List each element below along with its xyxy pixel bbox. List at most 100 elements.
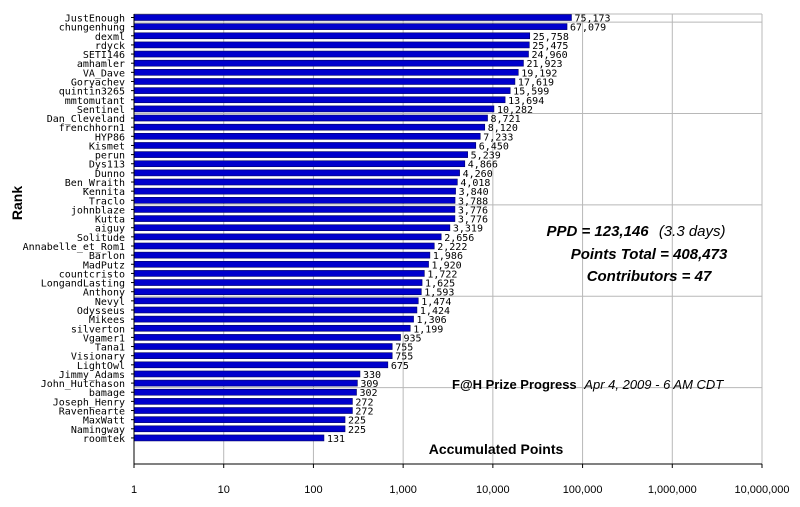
value-label: 225 [348, 425, 366, 436]
category-label: dexml [95, 32, 125, 43]
x-axis-ticks: 1 10 100 1,000 10,000 100,000 1,000,000 10,000,… [131, 464, 790, 496]
category-label: Ravenhearte [59, 407, 125, 418]
category-label: Traclo [89, 196, 125, 207]
value-label: 13,694 [508, 96, 544, 107]
bar [133, 14, 572, 21]
value-label: 225 [348, 416, 366, 427]
value-label: 2,222 [437, 242, 467, 253]
bar [133, 123, 486, 131]
category-label: LightOwl [77, 361, 125, 372]
bar [133, 215, 456, 222]
value-labels: 75,17367,07925,75825,47524,96021,92319,1… [327, 14, 611, 445]
bar [133, 324, 411, 332]
category-label: quintin3265 [59, 87, 125, 98]
bar [133, 279, 423, 286]
category-label: Annabelle_et_Rom1 [23, 242, 125, 253]
category-label: perun [95, 151, 125, 162]
category-label: rdyck [95, 41, 125, 52]
bar [133, 78, 516, 85]
value-label: 24,960 [531, 50, 567, 61]
bar [133, 388, 357, 396]
category-label: Kutta [95, 215, 125, 226]
value-label: 25,475 [532, 41, 568, 52]
bar [133, 142, 477, 149]
category-label: countcristo [59, 269, 125, 280]
category-label: VA_Dave [83, 68, 125, 79]
ppd-label: PPD = 123,146 [546, 223, 649, 240]
category-label: John_Hutchason [41, 379, 125, 390]
category-label: amhamler [77, 59, 125, 70]
progress-date: Apr 4, 2009 - 6 AM CDT [583, 377, 724, 392]
bar [133, 87, 511, 94]
category-label: Visionary [71, 352, 125, 363]
bar [133, 434, 325, 442]
progress-title: F@H Prize Progress [452, 377, 577, 392]
bar [133, 105, 495, 113]
value-label: 3,319 [453, 224, 483, 235]
value-label: 21,923 [526, 59, 562, 70]
category-label: HYP86 [95, 132, 125, 143]
category-label: Kennita [83, 187, 125, 198]
x-tick-label: 10 [218, 484, 230, 496]
bar [133, 407, 353, 414]
value-label: 75,173 [574, 14, 610, 25]
ppd-annotation: PPD = 123,146 (3.3 days) [546, 223, 725, 240]
bar [133, 187, 456, 195]
points-total-annotation: Points Total = 408,473 [571, 246, 728, 263]
x-axis-label: Accumulated Points [429, 441, 564, 457]
value-label: 1,199 [413, 324, 443, 335]
value-label: 1,986 [433, 251, 463, 262]
category-label: JustEnough [65, 14, 125, 25]
value-label: 1,424 [420, 306, 450, 317]
value-label: 4,018 [460, 178, 490, 189]
value-label: 935 [404, 333, 422, 344]
category-label: Vgamer1 [83, 333, 125, 344]
bar [133, 306, 418, 314]
bar [133, 233, 442, 241]
category-label: bamage [89, 388, 125, 399]
category-label: Nevyl [95, 297, 125, 308]
value-label: 19,192 [521, 68, 557, 79]
value-label: 8,120 [488, 123, 518, 134]
category-label: Odysseus [77, 306, 125, 317]
bar [133, 379, 358, 387]
category-label: chungenhung [59, 23, 125, 34]
value-label: 1,920 [432, 260, 462, 271]
category-label: johnblaze [71, 205, 125, 216]
category-label: Mikees [89, 315, 125, 326]
category-label: Joseph_Henry [53, 397, 125, 408]
bar [133, 315, 414, 323]
bar [133, 270, 425, 277]
bar [133, 288, 422, 296]
value-label: 675 [391, 361, 409, 372]
value-label: 302 [359, 388, 377, 399]
bar [133, 96, 506, 104]
category-label: Tana1 [95, 343, 125, 354]
category-label: Kismet [89, 141, 125, 152]
category-label: aiguy [95, 224, 125, 235]
value-label: 1,625 [425, 279, 455, 290]
value-label: 3,776 [458, 205, 488, 216]
category-label: Ben_Wraith [65, 178, 125, 189]
value-label: 1,593 [424, 288, 454, 299]
value-label: 1,306 [417, 315, 447, 326]
value-label: 309 [360, 379, 378, 390]
value-label: 17,619 [518, 77, 554, 88]
value-label: 2,656 [444, 233, 474, 244]
value-label: 3,776 [458, 215, 488, 226]
value-label: 272 [355, 397, 373, 408]
value-label: 4,260 [463, 169, 493, 180]
category-label: Sentinel [77, 105, 125, 116]
value-label: 6,450 [479, 141, 509, 152]
category-label: SETI146 [83, 50, 125, 61]
category-labels: JustEnoughchungenhungdexmlrdyckSETI146am… [23, 14, 134, 445]
x-tick-label: 1,000,000 [648, 484, 697, 496]
category-label: mmtomutant [65, 96, 125, 107]
bar [133, 398, 353, 405]
bar [133, 370, 361, 378]
value-label: 25,758 [533, 32, 569, 43]
value-label: 755 [395, 343, 413, 354]
category-label: LongandLasting [41, 279, 125, 290]
value-label: 1,722 [427, 269, 457, 280]
bar [133, 242, 435, 250]
